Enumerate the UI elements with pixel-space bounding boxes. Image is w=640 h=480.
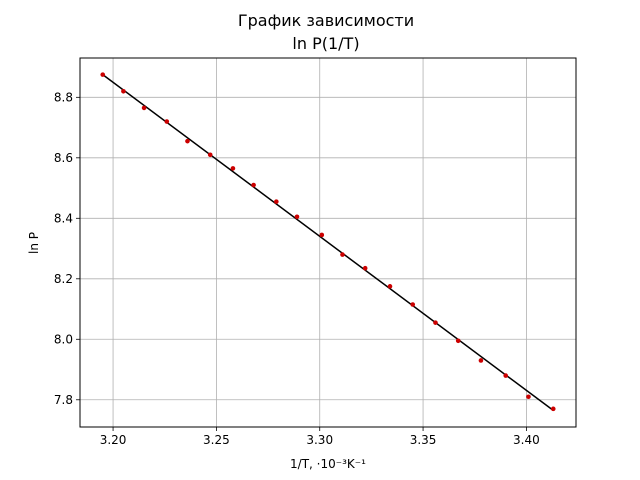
data-point [478, 358, 484, 363]
data-layer [100, 72, 556, 412]
axis-ticks: 3.20 3.25 3.30 3.35 3.40 7.8 8.0 8.2 8.4 8.6 8.8 [54, 90, 540, 447]
x-tick-label: 3.20 [100, 433, 127, 447]
grid [80, 58, 576, 427]
fit-line [102, 74, 554, 411]
data-point [141, 105, 147, 111]
chart-title-line2: ln P(1/T) [292, 34, 359, 53]
data-point [550, 406, 556, 412]
data-point [387, 284, 393, 289]
y-tick-label: 8.2 [54, 272, 73, 286]
y-tick-label: 8.4 [54, 211, 73, 225]
y-axis-label: ln P [27, 232, 41, 254]
x-tick-label: 3.35 [410, 433, 437, 447]
x-tick-label: 3.30 [306, 433, 333, 447]
chart-title-line1: График зависимости [238, 11, 414, 30]
y-tick-label: 7.8 [54, 393, 73, 407]
data-point [319, 232, 325, 238]
data-point [455, 338, 461, 344]
x-tick-label: 3.40 [513, 433, 540, 447]
data-point [503, 373, 509, 378]
x-axis-label: 1/T, ·10⁻³K⁻¹ [290, 457, 366, 471]
plot-area [79, 57, 577, 428]
data-point [207, 152, 213, 158]
data-point [121, 88, 126, 94]
y-tick-label: 8.6 [54, 151, 73, 165]
data-point [410, 302, 416, 307]
data-point [433, 320, 438, 325]
y-tick-label: 8.8 [54, 90, 73, 104]
y-tick-label: 8.0 [54, 332, 73, 346]
data-point [185, 138, 190, 144]
x-tick-label: 3.25 [203, 433, 230, 447]
data-point [526, 394, 531, 400]
data-point [251, 182, 256, 188]
data-point [230, 166, 236, 171]
data-point [362, 265, 368, 271]
data-point [340, 252, 345, 257]
data-point [164, 119, 170, 124]
data-point [274, 199, 279, 204]
data-point [100, 72, 106, 77]
data-point [294, 214, 300, 220]
